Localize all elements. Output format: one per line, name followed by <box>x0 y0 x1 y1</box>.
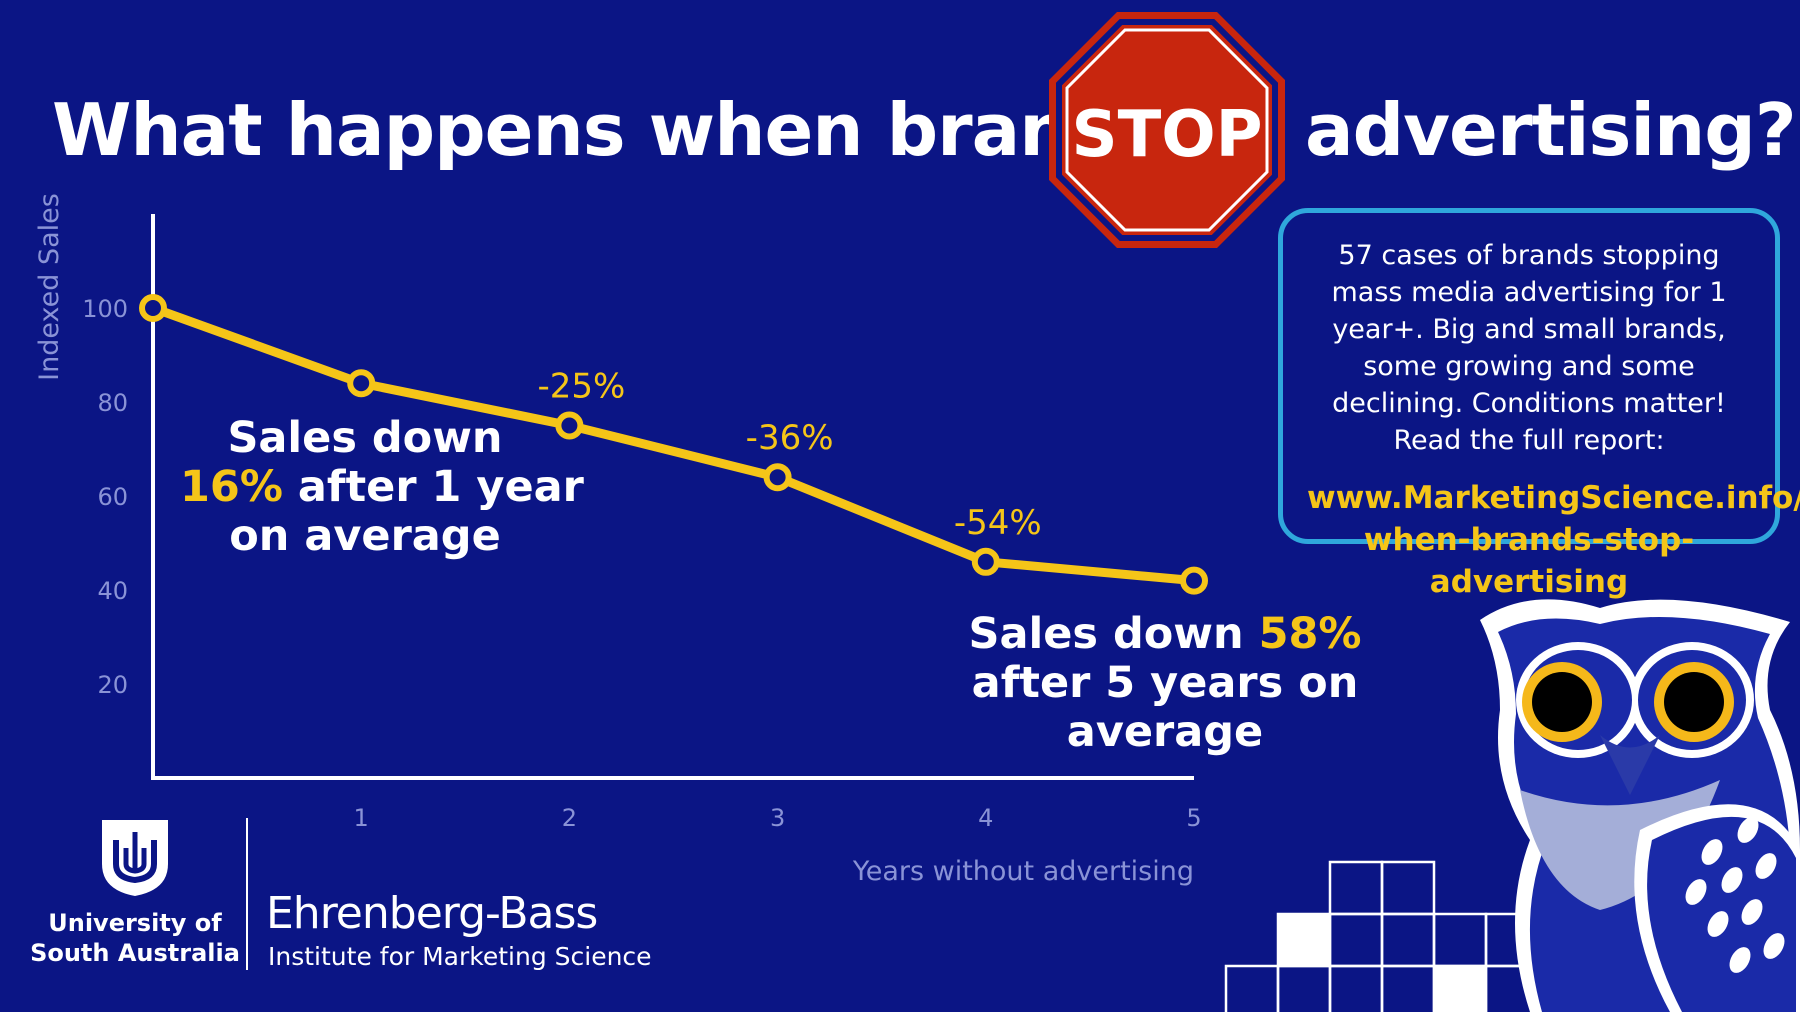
logo-area: University of South Australia Ehrenberg-… <box>30 810 652 1010</box>
data-point <box>1180 566 1208 595</box>
point-label: -36% <box>746 418 834 458</box>
stop-sign-icon <box>1049 12 1285 248</box>
point-label: -54% <box>954 503 1042 543</box>
annotation-year-5: Sales down 58% after 5 years on average <box>960 610 1370 757</box>
data-point <box>347 369 376 398</box>
series-line <box>148 303 1199 586</box>
x-axis-title: Years without advertising <box>852 856 1194 887</box>
x-tick-label: 3 <box>770 804 785 832</box>
report-link-line1[interactable]: www.MarketingScience.info/ <box>1307 480 1800 516</box>
annotation-year-5-pct: 58% <box>1258 609 1362 659</box>
info-text: 57 cases of brands stopping mass media a… <box>1331 240 1727 456</box>
annotation-year-5-line1: Sales down 58% <box>960 610 1370 659</box>
y-tick-label: 20 <box>97 671 128 699</box>
report-link-line2[interactable]: when-brands-stop-advertising <box>1363 522 1695 600</box>
chart-series <box>139 294 1208 595</box>
chart-point-labels: -25% -36% -54% <box>537 367 1041 543</box>
report-link[interactable]: www.MarketingScience.info/ when-brands-s… <box>1307 477 1800 603</box>
stop-word: STOP <box>1071 98 1263 172</box>
y-tick-label: 100 <box>82 295 128 323</box>
data-point <box>971 547 1000 576</box>
x-tick-label: 2 <box>562 804 577 832</box>
unisa-shield-icon <box>102 820 168 896</box>
info-box: 57 cases of brands stopping mass media a… <box>1278 208 1800 600</box>
x-tick-label: 4 <box>978 804 993 832</box>
data-point <box>139 294 167 322</box>
x-tick-label: 1 <box>354 804 369 832</box>
data-point <box>555 411 584 440</box>
y-tick-label: 80 <box>97 389 128 417</box>
logo-divider <box>246 818 248 970</box>
title-row: What happens when brands STOP advertisin… <box>0 0 1800 260</box>
ehrenberg-bass-subtitle: Institute for Marketing Science <box>268 942 652 971</box>
annotation-year-5-line2: after 5 years on <box>971 658 1359 708</box>
annotation-year-1-line3: on average <box>229 511 501 561</box>
data-point <box>763 463 792 492</box>
y-tick-label: 60 <box>97 483 128 511</box>
x-tick-label: 5 <box>1186 804 1201 832</box>
annotation-year-1-line2-rest: after 1 year <box>282 462 584 512</box>
ehrenberg-bass-name: Ehrenberg-Bass <box>266 888 598 939</box>
unisa-name-line2: South Australia <box>30 939 240 967</box>
unisa-name-line1: University of <box>48 909 222 937</box>
annotation-year-1-line2: 16% after 1 year <box>180 462 584 512</box>
annotation-year-1: Sales down 16% after 1 year on average <box>180 413 584 561</box>
unisa-name: University of South Australia <box>30 908 240 968</box>
point-label: -25% <box>537 367 625 407</box>
annotation-year-5-line3: average <box>1066 707 1264 757</box>
owl-illustration <box>1224 599 1800 1012</box>
chart-ticks: 20 40 60 80 100 1 2 3 4 5 <box>82 295 1201 832</box>
annotation-year-5-prefix: Sales down <box>968 609 1259 659</box>
page-title-start: What happens when brands <box>52 88 1163 172</box>
annotation-year-1-pct: 16% <box>180 462 283 512</box>
y-tick-label: 40 <box>97 577 128 605</box>
y-axis-title: Indexed Sales <box>34 193 65 381</box>
annotation-year-1-line1: Sales down <box>227 413 503 463</box>
page-title-end: advertising? <box>1305 88 1797 172</box>
